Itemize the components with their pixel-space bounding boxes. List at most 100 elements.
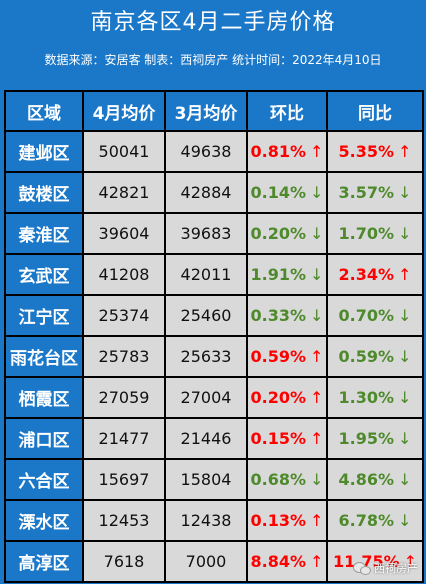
april-avg-price: 27059 <box>82 376 166 419</box>
april-avg-price: 25374 <box>82 294 166 337</box>
arrow-up-icon: ↑ <box>310 347 324 366</box>
yoy-change: 4.86% ↓ <box>326 458 424 501</box>
arrow-up-icon: ↑ <box>310 552 324 571</box>
mom-change: 0.81% ↑ <box>246 130 328 173</box>
march-avg-price: 27004 <box>164 376 248 419</box>
march-avg-price: 15804 <box>164 458 248 501</box>
page-title: 南京各区4月二手房价格 <box>90 10 336 35</box>
march-avg-price: 42011 <box>164 253 248 296</box>
table-row: 六合区 15697 15804 0.68% ↓ 4.86% ↓ <box>4 458 424 501</box>
mom-change-value: 0.13% <box>250 511 307 530</box>
april-avg-price: 41208 <box>82 253 166 296</box>
price-table: 区域 4月均价 3月均价 环比 同比 建邺区 50041 49638 0.81% ↑ 5.… <box>4 90 424 583</box>
arrow-down-icon: ↓ <box>398 470 412 489</box>
yoy-change: 0.59% ↓ <box>326 335 424 378</box>
table-row: 江宁区 25374 25460 0.33% ↓ 0.70% ↓ <box>4 294 424 337</box>
march-avg-price: 25633 <box>164 335 248 378</box>
april-avg-price: 50041 <box>82 130 166 173</box>
mom-change: 0.13% ↑ <box>246 499 328 542</box>
district-name: 浦口区 <box>4 417 84 460</box>
yoy-change: 1.30% ↓ <box>326 376 424 419</box>
march-avg-price: 21446 <box>164 417 248 460</box>
mom-change: 0.14% ↓ <box>246 171 328 214</box>
header-row: 区域 4月均价 3月均价 环比 同比 <box>4 90 424 132</box>
yoy-change-value: 6.78% <box>338 511 395 530</box>
mom-change: 1.91% ↓ <box>246 253 328 296</box>
arrow-up-icon: ↑ <box>310 511 324 530</box>
mom-change-value: 0.20% <box>250 388 307 407</box>
arrow-down-icon: ↓ <box>310 306 324 325</box>
arrow-down-icon: ↓ <box>310 470 324 489</box>
arrow-down-icon: ↓ <box>398 347 412 366</box>
table-row: 玄武区 41208 42011 1.91% ↓ 2.34% ↑ <box>4 253 424 296</box>
header-mom: 环比 <box>246 90 328 132</box>
district-name: 溧水区 <box>4 499 84 542</box>
arrow-up-icon: ↑ <box>403 552 418 571</box>
district-name: 高淳区 <box>4 540 84 583</box>
march-avg-price: 12438 <box>164 499 248 542</box>
yoy-change: 11.75% ↑ <box>326 540 424 583</box>
mom-change: 0.33% ↓ <box>246 294 328 337</box>
arrow-down-icon: ↓ <box>398 306 412 325</box>
header-april-avg: 4月均价 <box>82 90 166 132</box>
yoy-change-value: 1.70% <box>338 224 395 243</box>
header-yoy: 同比 <box>326 90 424 132</box>
april-avg-price: 21477 <box>82 417 166 460</box>
arrow-down-icon: ↓ <box>310 224 324 243</box>
mom-change: 0.20% ↓ <box>246 212 328 255</box>
table-row: 溧水区 12453 12438 0.13% ↑ 6.78% ↓ <box>4 499 424 542</box>
arrow-down-icon: ↓ <box>398 429 412 448</box>
yoy-change-value: 4.86% <box>338 470 395 489</box>
table-row: 雨花台区 25783 25633 0.59% ↑ 0.59% ↓ <box>4 335 424 378</box>
april-avg-price: 15697 <box>82 458 166 501</box>
table-row: 栖霞区 27059 27004 0.20% ↑ 1.30% ↓ <box>4 376 424 419</box>
yoy-change-value: 0.59% <box>338 347 395 366</box>
mom-change-value: 0.59% <box>250 347 307 366</box>
district-name: 栖霞区 <box>4 376 84 419</box>
mom-change-value: 0.20% <box>250 224 307 243</box>
mom-change-value: 1.91% <box>250 265 307 284</box>
april-avg-price: 42821 <box>82 171 166 214</box>
march-avg-price: 7000 <box>164 540 248 583</box>
yoy-change-value: 3.57% <box>338 183 395 202</box>
arrow-up-icon: ↑ <box>310 388 324 407</box>
yoy-change: 0.70% ↓ <box>326 294 424 337</box>
district-name: 玄武区 <box>4 253 84 296</box>
arrow-up-icon: ↑ <box>310 142 324 161</box>
yoy-change: 1.95% ↓ <box>326 417 424 460</box>
april-avg-price: 12453 <box>82 499 166 542</box>
yoy-change-value: 5.35% <box>338 142 395 161</box>
district-name: 秦淮区 <box>4 212 84 255</box>
yoy-change-value: 11.75% <box>332 552 400 571</box>
arrow-down-icon: ↓ <box>310 265 324 284</box>
mom-change-value: 0.33% <box>250 306 307 325</box>
mom-change-value: 0.68% <box>250 470 307 489</box>
arrow-down-icon: ↓ <box>398 388 412 407</box>
wechat-icon <box>353 561 371 575</box>
mom-change-value: 0.15% <box>250 429 307 448</box>
mom-change: 0.15% ↑ <box>246 417 328 460</box>
yoy-change-value: 0.70% <box>338 306 395 325</box>
march-avg-price: 39683 <box>164 212 248 255</box>
source-line: 数据来源：安居客 制表：西祠房产 统计时间：2022年4月10日 <box>44 53 382 67</box>
district-name: 六合区 <box>4 458 84 501</box>
header-march-avg: 3月均价 <box>164 90 248 132</box>
district-name: 雨花台区 <box>4 335 84 378</box>
yoy-change: 2.34% ↑ <box>326 253 424 296</box>
watermark: 西祠房产 <box>353 560 418 576</box>
yoy-change: 3.57% ↓ <box>326 171 424 214</box>
march-avg-price: 42884 <box>164 171 248 214</box>
march-avg-price: 25460 <box>164 294 248 337</box>
yoy-change-value: 1.95% <box>338 429 395 448</box>
yoy-change-value: 2.34% <box>338 265 395 284</box>
table-row: 秦淮区 39604 39683 0.20% ↓ 1.70% ↓ <box>4 212 424 255</box>
yoy-change: 5.35% ↑ <box>326 130 424 173</box>
district-name: 建邺区 <box>4 130 84 173</box>
district-name: 鼓楼区 <box>4 171 84 214</box>
arrow-down-icon: ↓ <box>310 183 324 202</box>
arrow-down-icon: ↓ <box>398 183 412 202</box>
yoy-change-value: 1.30% <box>338 388 395 407</box>
arrow-up-icon: ↑ <box>398 265 412 284</box>
mom-change: 0.68% ↓ <box>246 458 328 501</box>
